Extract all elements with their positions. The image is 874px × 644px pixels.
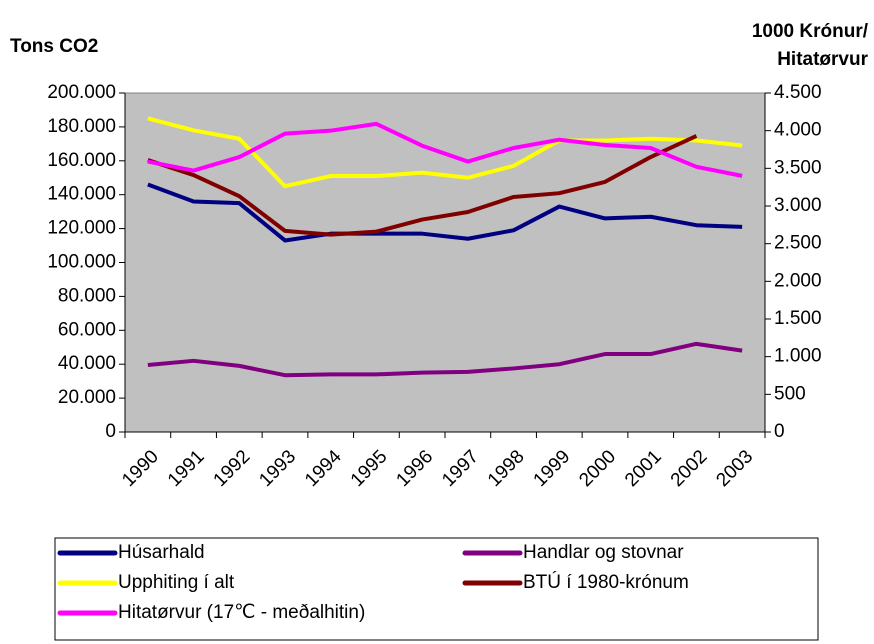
x-tick-label: 1997: [438, 446, 483, 491]
x-tick-label: 1995: [347, 446, 392, 491]
x-tick-label: 1992: [210, 446, 255, 491]
y2-tick-label: 2.000: [774, 270, 822, 291]
y-tick-label: 140.000: [47, 184, 116, 205]
y2-tick-label: 3.000: [774, 195, 822, 216]
x-tick-label: 2003: [712, 446, 757, 491]
left-axis-title: Tons CO2: [10, 36, 98, 57]
y-tick-label: 200.000: [47, 82, 116, 103]
y2-tick-label: 1.000: [774, 346, 822, 367]
x-tick-label: 1993: [255, 446, 300, 491]
legend-label: BTÚ í 1980-krónum: [523, 571, 689, 593]
y2-tick-label: 500: [774, 383, 806, 404]
right-axis-title: Hitatørvur: [777, 49, 868, 70]
x-tick-label: 1990: [118, 446, 163, 491]
legend: [54, 537, 819, 641]
legend-label: Húsarhald: [118, 542, 205, 563]
x-tick-label: 2002: [667, 446, 712, 491]
series-line: [147, 116, 743, 189]
y-tick-label: 40.000: [58, 353, 116, 374]
x-tick-label: 2000: [575, 446, 620, 491]
legend-label: Hitatørvur (17℃ - meðalhitin): [118, 602, 365, 623]
y-tick-label: 120.000: [47, 218, 116, 239]
y-tick-label: 180.000: [47, 116, 116, 137]
y-tick-label: 60.000: [58, 319, 116, 340]
x-tick-label: 1996: [392, 446, 437, 491]
series-line: [147, 182, 743, 243]
y-tick-label: 20.000: [58, 387, 116, 408]
y2-tick-label: 4.500: [774, 82, 822, 103]
y-tick-label: 100.000: [47, 252, 116, 273]
y2-tick-label: 3.500: [774, 157, 822, 178]
y2-tick-label: 4.000: [774, 120, 822, 141]
x-tick-label: 1991: [164, 446, 209, 491]
plot-area: [124, 92, 766, 433]
series-line: [147, 134, 698, 237]
x-tick-label: 2001: [621, 446, 666, 491]
y-tick-label: 80.000: [58, 285, 116, 306]
x-tick-label: 1998: [484, 446, 529, 491]
legend-label: Upphiting í alt: [118, 572, 235, 593]
x-tick-label: 1994: [301, 446, 346, 491]
y-tick-label: 0: [105, 421, 116, 442]
y-tick-label: 160.000: [47, 150, 116, 171]
y2-tick-label: 2.500: [774, 233, 822, 254]
x-tick-label: 1999: [530, 446, 575, 491]
series-line: [147, 121, 743, 178]
right-axis-title: 1000 Krónur/: [752, 21, 869, 42]
y2-tick-label: 1.500: [774, 308, 822, 329]
y2-tick-label: 0: [774, 421, 785, 442]
legend-label: Handlar og stovnar: [523, 542, 684, 563]
series-line: [147, 341, 743, 378]
